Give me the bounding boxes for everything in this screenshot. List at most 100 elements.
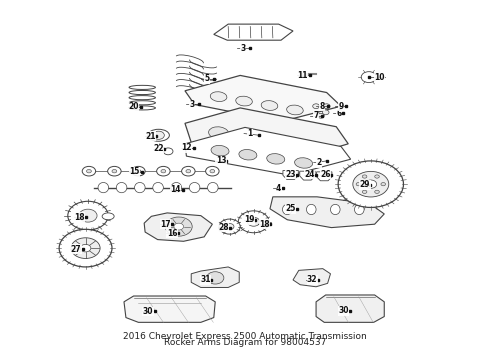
Circle shape <box>163 148 173 155</box>
Text: 18: 18 <box>259 220 270 229</box>
Polygon shape <box>317 172 332 181</box>
Ellipse shape <box>129 96 155 100</box>
Circle shape <box>136 170 141 173</box>
Circle shape <box>161 170 166 173</box>
Ellipse shape <box>238 131 257 143</box>
Polygon shape <box>300 171 315 180</box>
Circle shape <box>80 244 91 252</box>
Circle shape <box>362 175 367 178</box>
Circle shape <box>157 166 170 176</box>
Ellipse shape <box>294 158 313 168</box>
Ellipse shape <box>330 204 340 215</box>
Ellipse shape <box>261 101 278 111</box>
Circle shape <box>322 110 329 115</box>
Ellipse shape <box>208 183 218 193</box>
Circle shape <box>112 170 117 173</box>
Circle shape <box>362 190 367 193</box>
Text: Rocker Arms Diagram for 98004537: Rocker Arms Diagram for 98004537 <box>164 338 326 347</box>
Text: 2016 Chevrolet Express 2500 Automatic Transmission: 2016 Chevrolet Express 2500 Automatic Tr… <box>123 332 367 341</box>
Circle shape <box>79 209 97 222</box>
Ellipse shape <box>209 127 228 139</box>
Circle shape <box>365 180 377 188</box>
Text: 24: 24 <box>305 170 315 179</box>
Circle shape <box>247 217 260 226</box>
Circle shape <box>82 166 96 176</box>
Circle shape <box>225 224 234 230</box>
Text: 1: 1 <box>247 129 252 138</box>
Circle shape <box>153 131 164 139</box>
Text: 30: 30 <box>338 306 349 315</box>
Text: 18: 18 <box>74 213 85 222</box>
Ellipse shape <box>129 90 155 95</box>
Polygon shape <box>191 267 239 287</box>
Circle shape <box>207 272 224 284</box>
Ellipse shape <box>171 183 182 193</box>
Text: 28: 28 <box>218 223 229 232</box>
Circle shape <box>206 166 219 176</box>
Polygon shape <box>185 127 351 175</box>
Text: 22: 22 <box>153 144 164 153</box>
Ellipse shape <box>102 213 114 220</box>
Polygon shape <box>316 295 384 322</box>
Circle shape <box>338 161 403 207</box>
Circle shape <box>132 166 145 176</box>
Ellipse shape <box>153 183 163 193</box>
Text: 4: 4 <box>276 184 281 193</box>
Ellipse shape <box>236 96 252 106</box>
Text: 14: 14 <box>170 185 181 194</box>
Ellipse shape <box>211 145 229 156</box>
Circle shape <box>381 183 386 186</box>
Text: 9: 9 <box>339 102 343 111</box>
Circle shape <box>219 219 240 234</box>
Polygon shape <box>214 24 293 40</box>
Ellipse shape <box>295 140 315 152</box>
Ellipse shape <box>239 149 257 160</box>
Ellipse shape <box>116 183 127 193</box>
Text: 5: 5 <box>204 74 209 83</box>
Ellipse shape <box>135 183 145 193</box>
Text: 8: 8 <box>319 102 324 111</box>
Circle shape <box>71 238 100 258</box>
Ellipse shape <box>287 105 303 115</box>
Ellipse shape <box>306 204 316 215</box>
Text: 7: 7 <box>314 111 319 120</box>
Ellipse shape <box>129 106 155 110</box>
Ellipse shape <box>129 101 155 105</box>
Polygon shape <box>283 171 298 179</box>
Text: 3: 3 <box>190 100 195 109</box>
Text: 23: 23 <box>285 170 296 179</box>
Circle shape <box>87 170 91 173</box>
Ellipse shape <box>266 136 286 148</box>
Text: 29: 29 <box>360 180 370 189</box>
Circle shape <box>108 166 121 176</box>
Polygon shape <box>293 269 330 287</box>
Circle shape <box>238 211 269 233</box>
Text: 3: 3 <box>241 44 245 53</box>
Text: 30: 30 <box>143 307 153 316</box>
Ellipse shape <box>189 183 200 193</box>
Circle shape <box>182 166 195 176</box>
Text: 32: 32 <box>307 275 318 284</box>
Text: 2: 2 <box>317 158 322 167</box>
Circle shape <box>313 104 319 109</box>
Circle shape <box>186 170 191 173</box>
Ellipse shape <box>354 204 364 215</box>
Ellipse shape <box>282 204 292 215</box>
Ellipse shape <box>148 129 170 141</box>
Circle shape <box>353 171 389 197</box>
Text: 21: 21 <box>145 132 156 141</box>
Circle shape <box>165 217 192 236</box>
Polygon shape <box>185 76 341 122</box>
Circle shape <box>356 183 361 186</box>
Circle shape <box>375 190 379 193</box>
Circle shape <box>361 72 377 82</box>
Ellipse shape <box>129 85 155 89</box>
Text: 25: 25 <box>286 204 296 213</box>
Circle shape <box>375 175 379 178</box>
Polygon shape <box>144 213 212 241</box>
Text: 6: 6 <box>336 109 341 117</box>
Text: 31: 31 <box>200 275 211 284</box>
Text: 27: 27 <box>71 245 81 254</box>
Polygon shape <box>185 108 348 162</box>
Text: 19: 19 <box>245 215 255 224</box>
